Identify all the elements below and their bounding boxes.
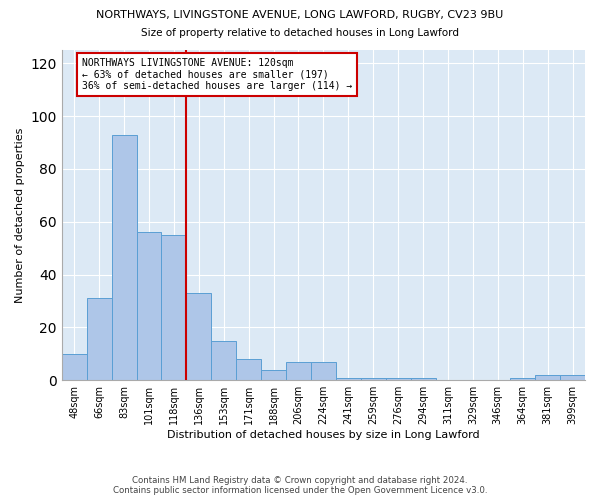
Bar [187,293,211,380]
Bar [261,370,286,380]
Bar [286,362,311,380]
Bar [62,354,87,380]
X-axis label: Distribution of detached houses by size in Long Lawford: Distribution of detached houses by size … [167,430,480,440]
Text: NORTHWAYS, LIVINGSTONE AVENUE, LONG LAWFORD, RUGBY, CV23 9BU: NORTHWAYS, LIVINGSTONE AVENUE, LONG LAWF… [97,10,503,20]
Bar [236,359,261,380]
Text: NORTHWAYS LIVINGSTONE AVENUE: 120sqm
← 63% of detached houses are smaller (197)
: NORTHWAYS LIVINGSTONE AVENUE: 120sqm ← 6… [82,58,352,91]
Bar [336,378,361,380]
Bar [211,340,236,380]
Bar [137,232,161,380]
Bar [161,235,187,380]
Bar [112,134,137,380]
Bar [410,378,436,380]
Bar [311,362,336,380]
Bar [510,378,535,380]
Bar [386,378,410,380]
Bar [535,375,560,380]
Bar [87,298,112,380]
Y-axis label: Number of detached properties: Number of detached properties [15,128,25,303]
Bar [361,378,386,380]
Bar [560,375,585,380]
Text: Size of property relative to detached houses in Long Lawford: Size of property relative to detached ho… [141,28,459,38]
Text: Contains HM Land Registry data © Crown copyright and database right 2024.
Contai: Contains HM Land Registry data © Crown c… [113,476,487,495]
